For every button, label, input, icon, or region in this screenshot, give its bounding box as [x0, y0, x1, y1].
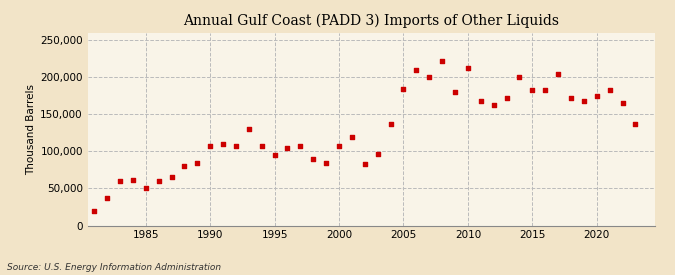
Point: [514, 75, 525, 80]
Point: [205, 143, 215, 148]
Point: [321, 160, 331, 165]
Point: [398, 86, 409, 91]
Point: [359, 162, 370, 166]
Point: [566, 96, 576, 100]
Point: [89, 208, 100, 213]
Point: [488, 103, 499, 107]
Y-axis label: Thousand Barrels: Thousand Barrels: [26, 84, 36, 175]
Title: Annual Gulf Coast (PADD 3) Imports of Other Liquids: Annual Gulf Coast (PADD 3) Imports of Ot…: [183, 13, 560, 28]
Point: [128, 177, 138, 182]
Point: [295, 144, 306, 148]
Point: [140, 186, 151, 191]
Point: [450, 90, 460, 94]
Point: [604, 88, 615, 92]
Point: [102, 196, 113, 200]
Point: [411, 68, 422, 72]
Point: [256, 144, 267, 148]
Point: [192, 160, 202, 165]
Point: [231, 143, 242, 148]
Point: [630, 122, 641, 126]
Point: [373, 152, 383, 156]
Point: [501, 96, 512, 100]
Point: [308, 157, 319, 161]
Point: [462, 66, 473, 70]
Point: [385, 122, 396, 126]
Point: [179, 164, 190, 169]
Point: [527, 88, 538, 92]
Point: [346, 134, 357, 139]
Point: [153, 179, 164, 183]
Point: [617, 101, 628, 106]
Text: Source: U.S. Energy Information Administration: Source: U.S. Energy Information Administ…: [7, 263, 221, 272]
Point: [424, 75, 435, 80]
Point: [244, 127, 254, 131]
Point: [166, 175, 177, 180]
Point: [475, 99, 486, 103]
Point: [282, 145, 293, 150]
Point: [591, 94, 602, 98]
Point: [269, 153, 280, 157]
Point: [217, 142, 228, 146]
Point: [578, 99, 589, 103]
Point: [553, 72, 564, 76]
Point: [540, 88, 551, 92]
Point: [115, 179, 126, 183]
Point: [333, 144, 344, 148]
Point: [437, 59, 448, 63]
